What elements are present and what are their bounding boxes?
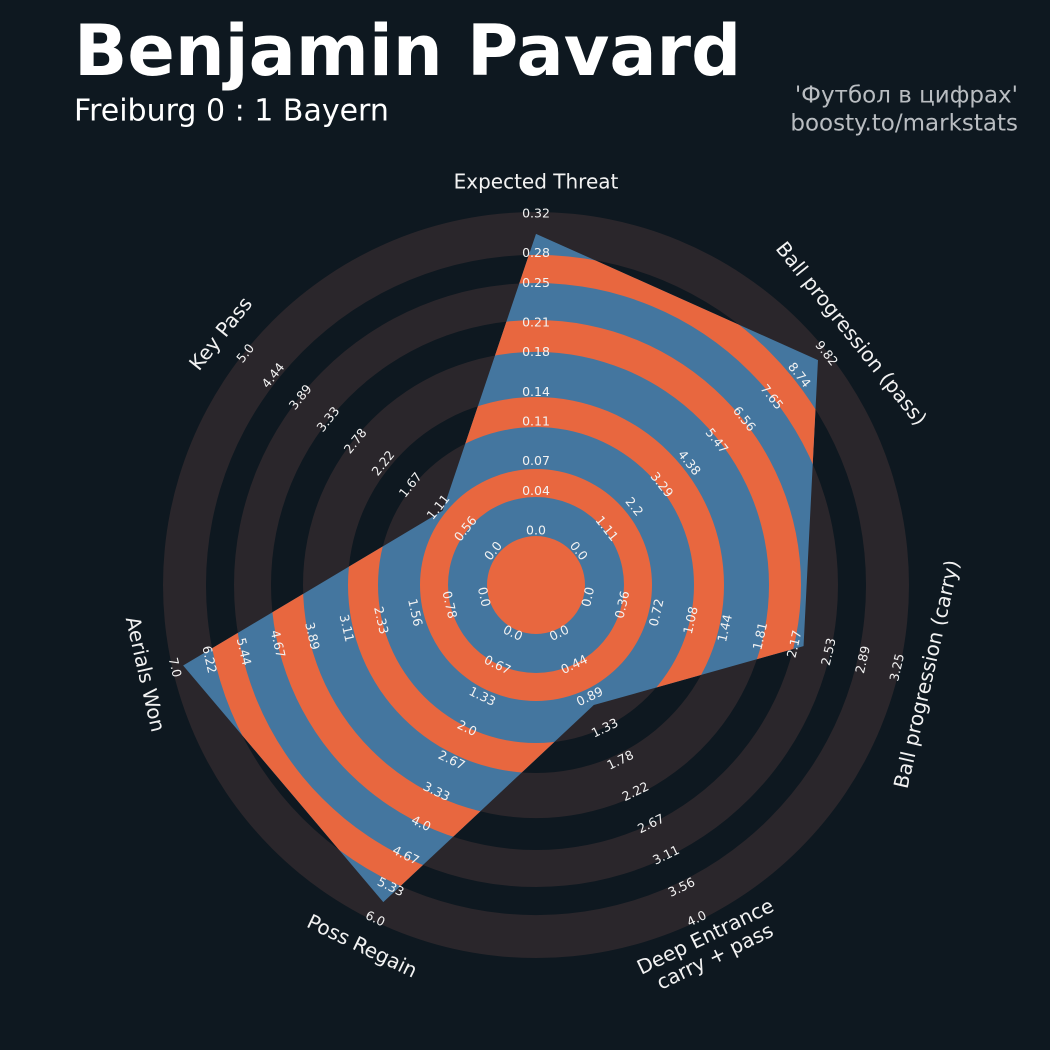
tick-label: 2.53 bbox=[818, 636, 839, 666]
axis-label: Expected Threat bbox=[454, 170, 619, 194]
tick-label: 3.89 bbox=[302, 621, 323, 652]
radar-ring bbox=[487, 536, 585, 634]
credit: 'Футбол в цифрах' bbox=[795, 83, 1018, 109]
tick-label: 7.0 bbox=[166, 656, 185, 679]
tick-label: 0.11 bbox=[522, 414, 550, 429]
tick-label: 5.44 bbox=[234, 636, 255, 667]
tick-label: 1.08 bbox=[680, 605, 701, 636]
axis-label: Aerials Won bbox=[121, 614, 171, 734]
chart-subtitle: Freiburg 0 : 1 Bayern bbox=[74, 94, 389, 129]
tick-label: 0.28 bbox=[522, 245, 550, 260]
tick-label: 0.32 bbox=[522, 206, 550, 221]
tick-label: 0.18 bbox=[522, 344, 550, 359]
tick-label: 0.0 bbox=[526, 523, 546, 538]
tick-label: 0.07 bbox=[522, 453, 550, 468]
tick-label: 0.0 bbox=[578, 585, 597, 608]
radar-rings bbox=[206, 255, 818, 903]
tick-label: 1.44 bbox=[714, 613, 735, 644]
data-layer bbox=[183, 233, 818, 903]
tick-label: 0.14 bbox=[522, 384, 550, 399]
tick-label: 6.22 bbox=[199, 644, 220, 674]
tick-label: 3.11 bbox=[337, 613, 358, 643]
chart-title: Benjamin Pavard bbox=[74, 10, 741, 92]
tick-label: 0.0 bbox=[475, 585, 494, 608]
tick-label: 0.36 bbox=[611, 589, 632, 620]
tick-label: 4.67 bbox=[268, 629, 289, 659]
tick-label: 1.56 bbox=[405, 597, 426, 628]
tick-label: 0.72 bbox=[646, 597, 667, 627]
tick-label: 0.21 bbox=[522, 314, 550, 329]
credit: boosty.to/markstats bbox=[790, 111, 1018, 137]
tick-label: 0.78 bbox=[439, 589, 460, 620]
tick-label: 3.25 bbox=[886, 652, 907, 682]
tick-label: 0.25 bbox=[522, 275, 550, 290]
tick-label: 1.81 bbox=[749, 621, 770, 651]
tick-label: 2.89 bbox=[852, 644, 873, 675]
tick-label: 2.33 bbox=[371, 605, 392, 635]
tick-label: 2.17 bbox=[784, 629, 805, 659]
tick-label: 0.04 bbox=[522, 483, 550, 498]
